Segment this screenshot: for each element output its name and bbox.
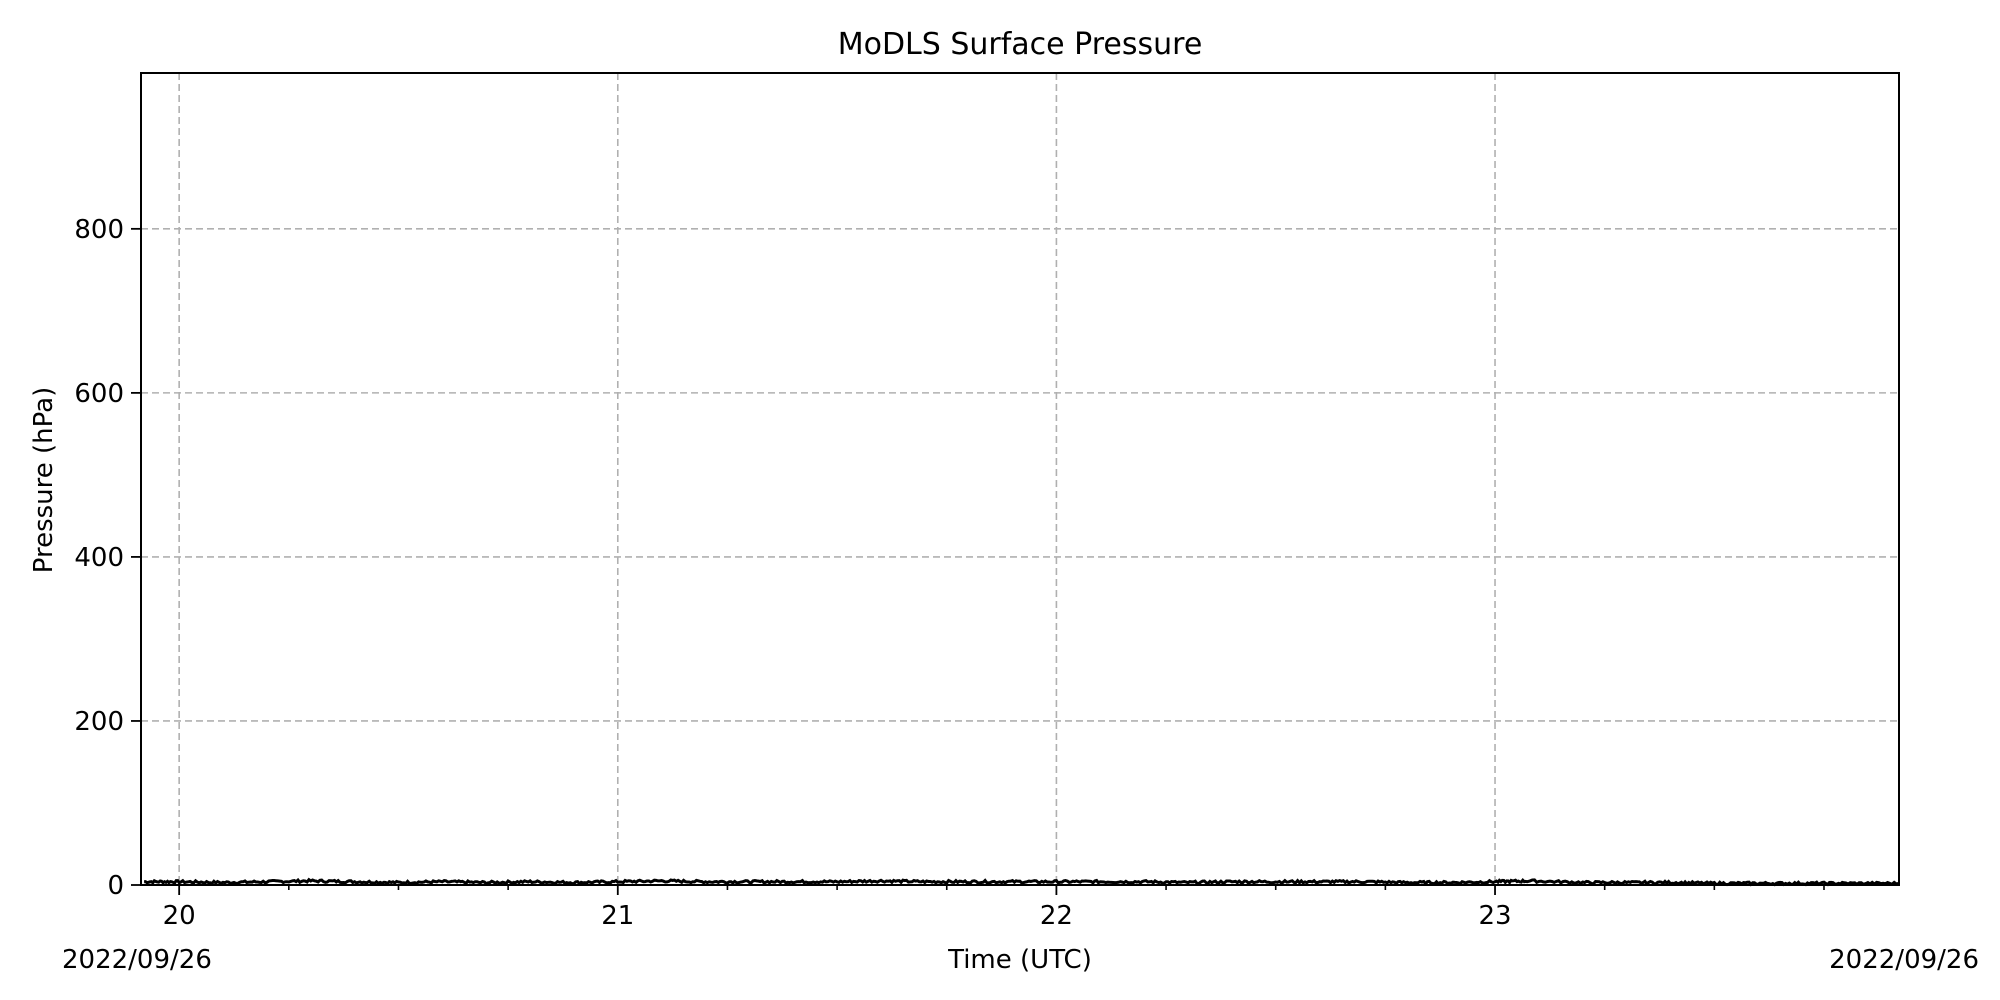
y-tick-label: 800 (74, 215, 124, 245)
x-axis-label: Time (UTC) (947, 945, 1092, 975)
y-tick-label: 400 (74, 543, 124, 573)
y-axis-label: Pressure (hPa) (29, 387, 59, 574)
pressure-line (143, 877, 1899, 887)
x-tick-label: 20 (163, 901, 196, 931)
y-tick-label: 600 (74, 379, 124, 409)
plot-frame (140, 72, 1900, 886)
tick-labels: 20 21 22 23 0 200 400 600 800 (74, 215, 1511, 931)
x-tick-label: 22 (1040, 901, 1073, 931)
y-tick-label: 0 (107, 871, 124, 901)
date-label-left: 2022/09/26 (62, 945, 212, 975)
x-tick-label: 21 (601, 901, 634, 931)
grid (141, 73, 1899, 885)
y-tick-label: 200 (74, 707, 124, 737)
chart-title: MoDLS Surface Pressure (838, 27, 1203, 62)
x-tick-label: 23 (1478, 901, 1511, 931)
date-label-right: 2022/09/26 (1829, 945, 1979, 975)
axis-ticks (131, 227, 1825, 895)
